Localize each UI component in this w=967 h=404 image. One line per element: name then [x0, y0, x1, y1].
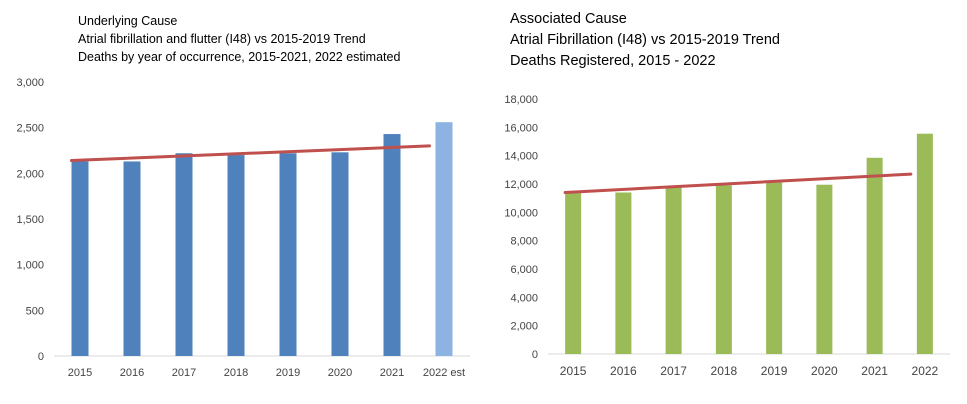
y-tick-label: 1,500: [16, 214, 44, 226]
y-tick-label: 4,000: [510, 292, 538, 304]
y-tick-label: 18,000: [504, 94, 538, 106]
chart-title-line-1: Associated Cause: [510, 11, 627, 27]
trend-line: [70, 144, 431, 163]
y-tick-label: 10,000: [504, 207, 538, 219]
x-tick-label: 2021: [380, 367, 404, 379]
chart-title-line-3: Deaths Registered, 2015 - 2022: [510, 53, 716, 69]
x-tick-label: 2017: [660, 364, 687, 378]
bar: [123, 161, 141, 356]
y-tick-label: 14,000: [504, 151, 538, 163]
y-tick-label: 3,000: [16, 77, 44, 89]
trend-line: [563, 172, 913, 194]
x-tick-label: 2020: [328, 367, 352, 379]
bar: [665, 186, 682, 354]
x-tick-label: 2022 est: [423, 367, 465, 379]
bar: [916, 133, 933, 354]
y-tick-label: 2,500: [16, 123, 44, 135]
x-tick-label: 2021: [861, 364, 888, 378]
x-tick-label: 2015: [560, 364, 587, 378]
x-tick-label: 2018: [711, 364, 738, 378]
bar: [279, 153, 297, 356]
x-tick-label: 2019: [761, 364, 788, 378]
y-tick-label: 0: [38, 351, 44, 363]
bar: [175, 153, 193, 356]
chart-title-line-2: Atrial Fibrillation (I48) vs 2015-2019 T…: [510, 32, 780, 48]
y-tick-label: 0: [532, 349, 538, 361]
underlying-cause-plot: 0 500 1,000 1,500 2,000 2,500 3,000 2015 2016 201…: [16, 77, 470, 379]
bar: [615, 192, 632, 354]
bar: [565, 191, 582, 354]
x-tick-label: 2019: [276, 367, 300, 379]
x-tick-label: 2016: [610, 364, 637, 378]
associated-cause-title: Associated Cause Atrial Fibrillation (I4…: [510, 9, 780, 72]
bar: [383, 134, 401, 356]
chart-title-line-3: Deaths by year of occurrence, 2015-2021,…: [78, 50, 401, 64]
associated-cause-chart: Associated Cause Atrial Fibrillation (I4…: [480, 0, 967, 404]
bar-estimated: [435, 122, 453, 356]
y-tick-label: 500: [26, 305, 44, 317]
x-tick-label: 2022: [912, 364, 939, 378]
bar: [227, 155, 245, 356]
bar: [715, 185, 732, 354]
y-tick-label: 12,000: [504, 179, 538, 191]
bar: [331, 152, 349, 356]
y-tick-label: 8,000: [510, 236, 538, 248]
y-tick-label: 2,000: [16, 168, 44, 180]
x-tick-label: 2020: [811, 364, 838, 378]
chart-title-line-1: Underlying Cause: [78, 14, 178, 28]
bar: [866, 157, 883, 354]
x-tick-label: 2018: [224, 367, 248, 379]
bar: [71, 161, 89, 356]
underlying-cause-chart: Underlying Cause Atrial fibrillation and…: [0, 0, 480, 404]
x-tick-label: 2015: [68, 367, 92, 379]
underlying-cause-title: Underlying Cause Atrial fibrillation and…: [78, 12, 400, 66]
bar: [816, 184, 833, 354]
y-tick-label: 2,000: [510, 321, 538, 333]
associated-cause-plot: 0 2,000 4,000 6,000 8,000 10,000 12,000 14,000 1…: [504, 94, 950, 378]
y-tick-label: 16,000: [504, 122, 538, 134]
y-tick-label: 6,000: [510, 264, 538, 276]
x-tick-label: 2016: [120, 367, 144, 379]
x-tick-label: 2017: [172, 367, 196, 379]
bar: [766, 182, 783, 354]
y-tick-label: 1,000: [16, 260, 44, 272]
chart-title-line-2: Atrial fibrillation and flutter (I48) vs…: [78, 32, 366, 46]
